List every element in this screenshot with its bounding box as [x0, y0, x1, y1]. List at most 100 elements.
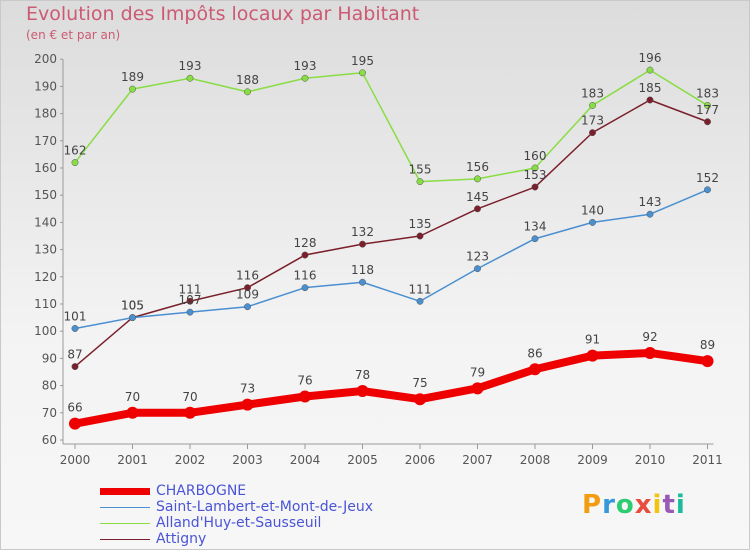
legend-swatch-saint-lambert — [100, 507, 150, 508]
data-label: 87 — [67, 348, 82, 362]
data-label: 123 — [466, 250, 489, 264]
data-label: 193 — [294, 59, 317, 73]
data-point — [589, 101, 596, 109]
y-tick-label: 200 — [34, 52, 57, 66]
data-label: 155 — [409, 163, 432, 177]
series-line-2 — [74, 69, 709, 183]
data-label: 101 — [64, 309, 87, 323]
data-label: 160 — [524, 149, 547, 163]
y-tick-label: 90 — [42, 351, 57, 365]
data-label: 70 — [182, 390, 197, 404]
legend-swatch-attigny — [100, 539, 150, 540]
data-point — [531, 183, 539, 191]
data-point — [71, 159, 79, 167]
data-point — [184, 406, 196, 419]
data-label: 183 — [581, 86, 604, 100]
data-label: 73 — [240, 382, 255, 396]
x-tick-label: 2004 — [290, 453, 321, 467]
y-tick-label: 120 — [34, 270, 57, 284]
logo-letter: r — [602, 490, 616, 520]
data-point — [359, 240, 366, 248]
data-label: 105 — [121, 299, 144, 313]
data-point — [646, 96, 654, 104]
data-point — [704, 118, 711, 126]
logo-letter: i — [675, 490, 686, 520]
data-label: 111 — [409, 282, 432, 296]
data-label: 162 — [64, 144, 87, 158]
data-label: 86 — [527, 346, 542, 360]
data-label: 78 — [355, 368, 370, 382]
data-point — [244, 284, 251, 292]
data-point — [186, 308, 194, 316]
data-label: 66 — [67, 401, 82, 415]
data-label: 193 — [179, 59, 202, 73]
x-tick-label: 2009 — [577, 453, 608, 467]
x-tick-label: 2000 — [60, 453, 91, 467]
data-point — [129, 314, 136, 322]
data-point — [129, 85, 136, 93]
data-point — [71, 363, 79, 371]
y-tick-label: 180 — [34, 107, 57, 121]
chart-subtitle: (en € et par an) — [26, 28, 121, 42]
data-point — [701, 355, 714, 368]
data-label: 105 — [121, 299, 144, 313]
data-label: 107 — [179, 293, 202, 307]
data-label: 116 — [236, 269, 259, 283]
data-label: 70 — [125, 390, 140, 404]
legend-swatch-alland-huy — [100, 523, 150, 524]
data-label: 132 — [351, 225, 374, 239]
data-point — [646, 210, 654, 218]
x-tick-label: 2005 — [347, 453, 378, 467]
data-point — [299, 390, 311, 403]
data-label: 76 — [297, 373, 312, 387]
data-label: 183 — [696, 86, 719, 100]
data-label: 135 — [409, 217, 432, 231]
chart-title: Evolution des Impôts locaux par Habitant — [26, 3, 420, 25]
data-point — [414, 393, 426, 406]
data-label: 91 — [585, 333, 600, 347]
data-point — [416, 178, 424, 186]
data-label: 196 — [639, 51, 662, 65]
y-tick-label: 170 — [34, 134, 57, 148]
y-tick-label: 80 — [42, 379, 57, 393]
data-label: 128 — [294, 236, 317, 250]
y-tick-label: 60 — [42, 433, 57, 447]
data-label: 111 — [179, 282, 202, 296]
legend-label-alland-huy: Alland'Huy-et-Sausseuil — [156, 515, 322, 531]
y-tick-label: 110 — [34, 297, 57, 311]
x-tick-label: 2010 — [635, 453, 666, 467]
legend-label-attigny: Attigny — [156, 531, 207, 547]
data-point — [244, 88, 251, 96]
y-tick-label: 190 — [34, 79, 57, 93]
data-point — [186, 74, 194, 82]
logo-letter: P — [582, 490, 603, 520]
y-tick-label: 150 — [34, 188, 57, 202]
data-label: 152 — [696, 171, 719, 185]
data-point — [531, 164, 539, 172]
legend-label-saint-lambert: Saint-Lambert-et-Mont-de-Jeux — [156, 499, 374, 515]
data-point — [416, 297, 424, 305]
data-label: 79 — [470, 365, 485, 379]
x-tick-label: 2002 — [175, 453, 206, 467]
data-point — [71, 325, 79, 332]
data-label: 173 — [581, 114, 604, 128]
data-point — [589, 218, 596, 226]
series-line-0 — [71, 348, 712, 428]
data-point — [586, 349, 599, 362]
data-label: 116 — [294, 269, 317, 283]
proxiti-logo: Proxiti — [582, 490, 686, 520]
logo-letter: o — [615, 490, 635, 520]
x-tick-label: 2003 — [232, 453, 263, 467]
data-label: 75 — [412, 376, 427, 390]
logo-letter: t — [662, 490, 676, 520]
data-label: 109 — [236, 288, 259, 302]
x-tick-label: 2008 — [520, 453, 551, 467]
data-label: 118 — [351, 263, 374, 277]
y-tick-label: 70 — [42, 406, 57, 420]
data-point — [126, 406, 139, 419]
data-point — [359, 278, 366, 286]
data-label: 153 — [524, 168, 547, 182]
legend-label-charbogne: CHARBOGNE — [156, 483, 247, 499]
